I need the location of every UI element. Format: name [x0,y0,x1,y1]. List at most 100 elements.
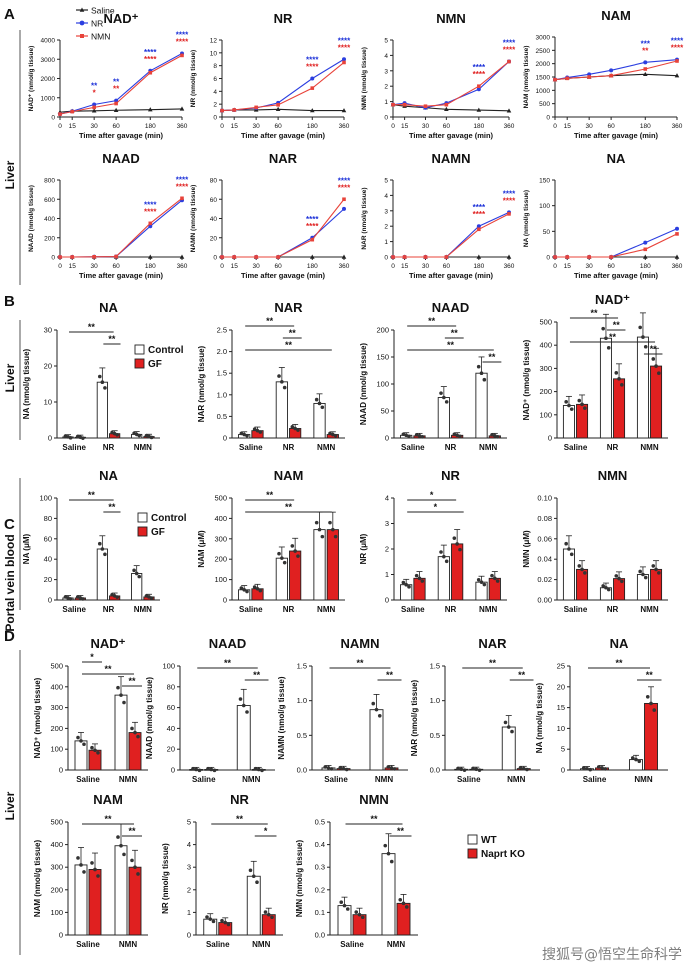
replicate-point [323,765,328,769]
y-tick-label: 0 [384,115,388,122]
y-tick-label: 1.5 [430,662,440,671]
replicate-point [220,918,224,923]
replicate-point [314,397,319,402]
x-tick-label: Saline [62,443,86,452]
x-tick-label: 60 [608,123,616,130]
replicate-point [600,766,604,770]
x-tick-label: 60 [443,123,451,130]
data-point [309,254,315,259]
y-tick-label: 0.04 [537,555,552,564]
x-tick-label: NMN [119,775,137,784]
replicate-point [333,534,338,539]
replicate-point [290,544,295,548]
replicate-point [452,536,457,540]
line-chart-0: NAD⁺ 0 1000 2000 3000 4000 0 15 30 60 180 360 Time a… [28,6,189,141]
replicate-point [389,859,394,864]
c-bar-chart: NA 0 20 40 60 80 100 NA (μM) Saline NR NMN ** ** [22,468,160,614]
y-tick-label: 3 [385,519,389,528]
data-point [444,106,449,111]
x-tick-label: 0 [553,123,557,130]
replicate-point [401,432,406,437]
data-point [70,255,74,259]
data-point [114,254,118,259]
replicate-point [606,587,611,592]
replicate-point [654,364,658,368]
replicate-point [477,768,482,772]
bar-control [501,726,516,771]
y-tick-label: 0 [51,255,55,262]
replicate-point [317,527,322,532]
bar-control [636,336,649,439]
replicate-point [604,336,608,341]
replicate-point [103,386,107,390]
replicate-point [255,880,259,885]
y-tick-label: 30 [44,326,52,335]
chart-title: NAD⁺ [595,292,630,307]
x-tick-label: 15 [69,263,77,270]
chart-title: NMN [359,792,389,807]
data-point [70,109,74,114]
bar-control [96,548,108,601]
replicate-point [212,768,217,773]
replicate-point [580,567,584,572]
x-tick-label: 30 [91,123,99,130]
y-tick-label: 80 [44,514,52,523]
legend-marker [80,34,84,38]
chart-title: NAMN [341,636,380,651]
sig-stars-nr: **** [671,37,684,46]
data-point [477,84,481,88]
sig-stars-nr: **** [176,175,189,184]
sig-stars-nr: **** [144,200,157,209]
sig-stars-nmn: **** [176,182,189,191]
bar-treatment [650,365,663,439]
replicate-point [643,344,648,349]
y-tick-label: 4 [385,494,389,503]
chart-title: NAM [93,792,123,807]
replicate-point [253,766,258,771]
bar-treatment [128,732,142,771]
replicate-point [490,573,494,578]
bar-control [369,709,384,771]
x-tick-label: 30 [91,263,99,270]
x-tick-label: Saline [62,605,86,614]
x-tick-label: 60 [113,123,121,130]
replicate-point [482,377,487,382]
x-tick-label: 0 [58,263,62,270]
sig-label: ** [615,658,623,668]
sig-stars-nmn: **** [306,222,319,231]
replicate-point [601,584,605,588]
y-tick-label: 500 [50,662,63,671]
x-tick-label: Saline [564,443,588,452]
x-tick-label: 60 [443,263,451,270]
replicate-point [68,436,73,440]
data-point [476,254,482,259]
panel-letter-a: A [4,6,15,23]
y-axis-label: NAR (nmol/g tissue) [361,187,368,249]
series-line-nmn [221,62,345,112]
x-tick-label: 180 [145,263,156,270]
chart-title: NMN [598,468,628,483]
data-point [507,212,511,216]
replicate-point [191,766,195,771]
data-point [609,73,613,78]
x-tick-label: Saline [192,775,216,784]
y-tick-label: 150 [376,353,389,362]
y-tick-label: 2 [385,545,389,554]
data-point [342,206,346,211]
y-tick-label: 5 [561,745,565,754]
replicate-point [567,403,571,408]
replicate-point [479,371,484,376]
bar-control [381,853,396,936]
x-tick-label: Saline [457,775,481,784]
bar-control [275,381,288,439]
data-point [402,255,407,259]
replicate-point [245,589,249,594]
y-tick-label: 60 [167,703,175,712]
replicate-point [280,556,284,560]
x-tick-label: NMN [242,775,260,784]
data-point [220,108,224,113]
y-tick-label: 1 [385,570,389,579]
replicate-point [241,703,246,708]
y-tick-label: 60 [44,534,52,543]
chart-title: NAMN [432,151,471,166]
